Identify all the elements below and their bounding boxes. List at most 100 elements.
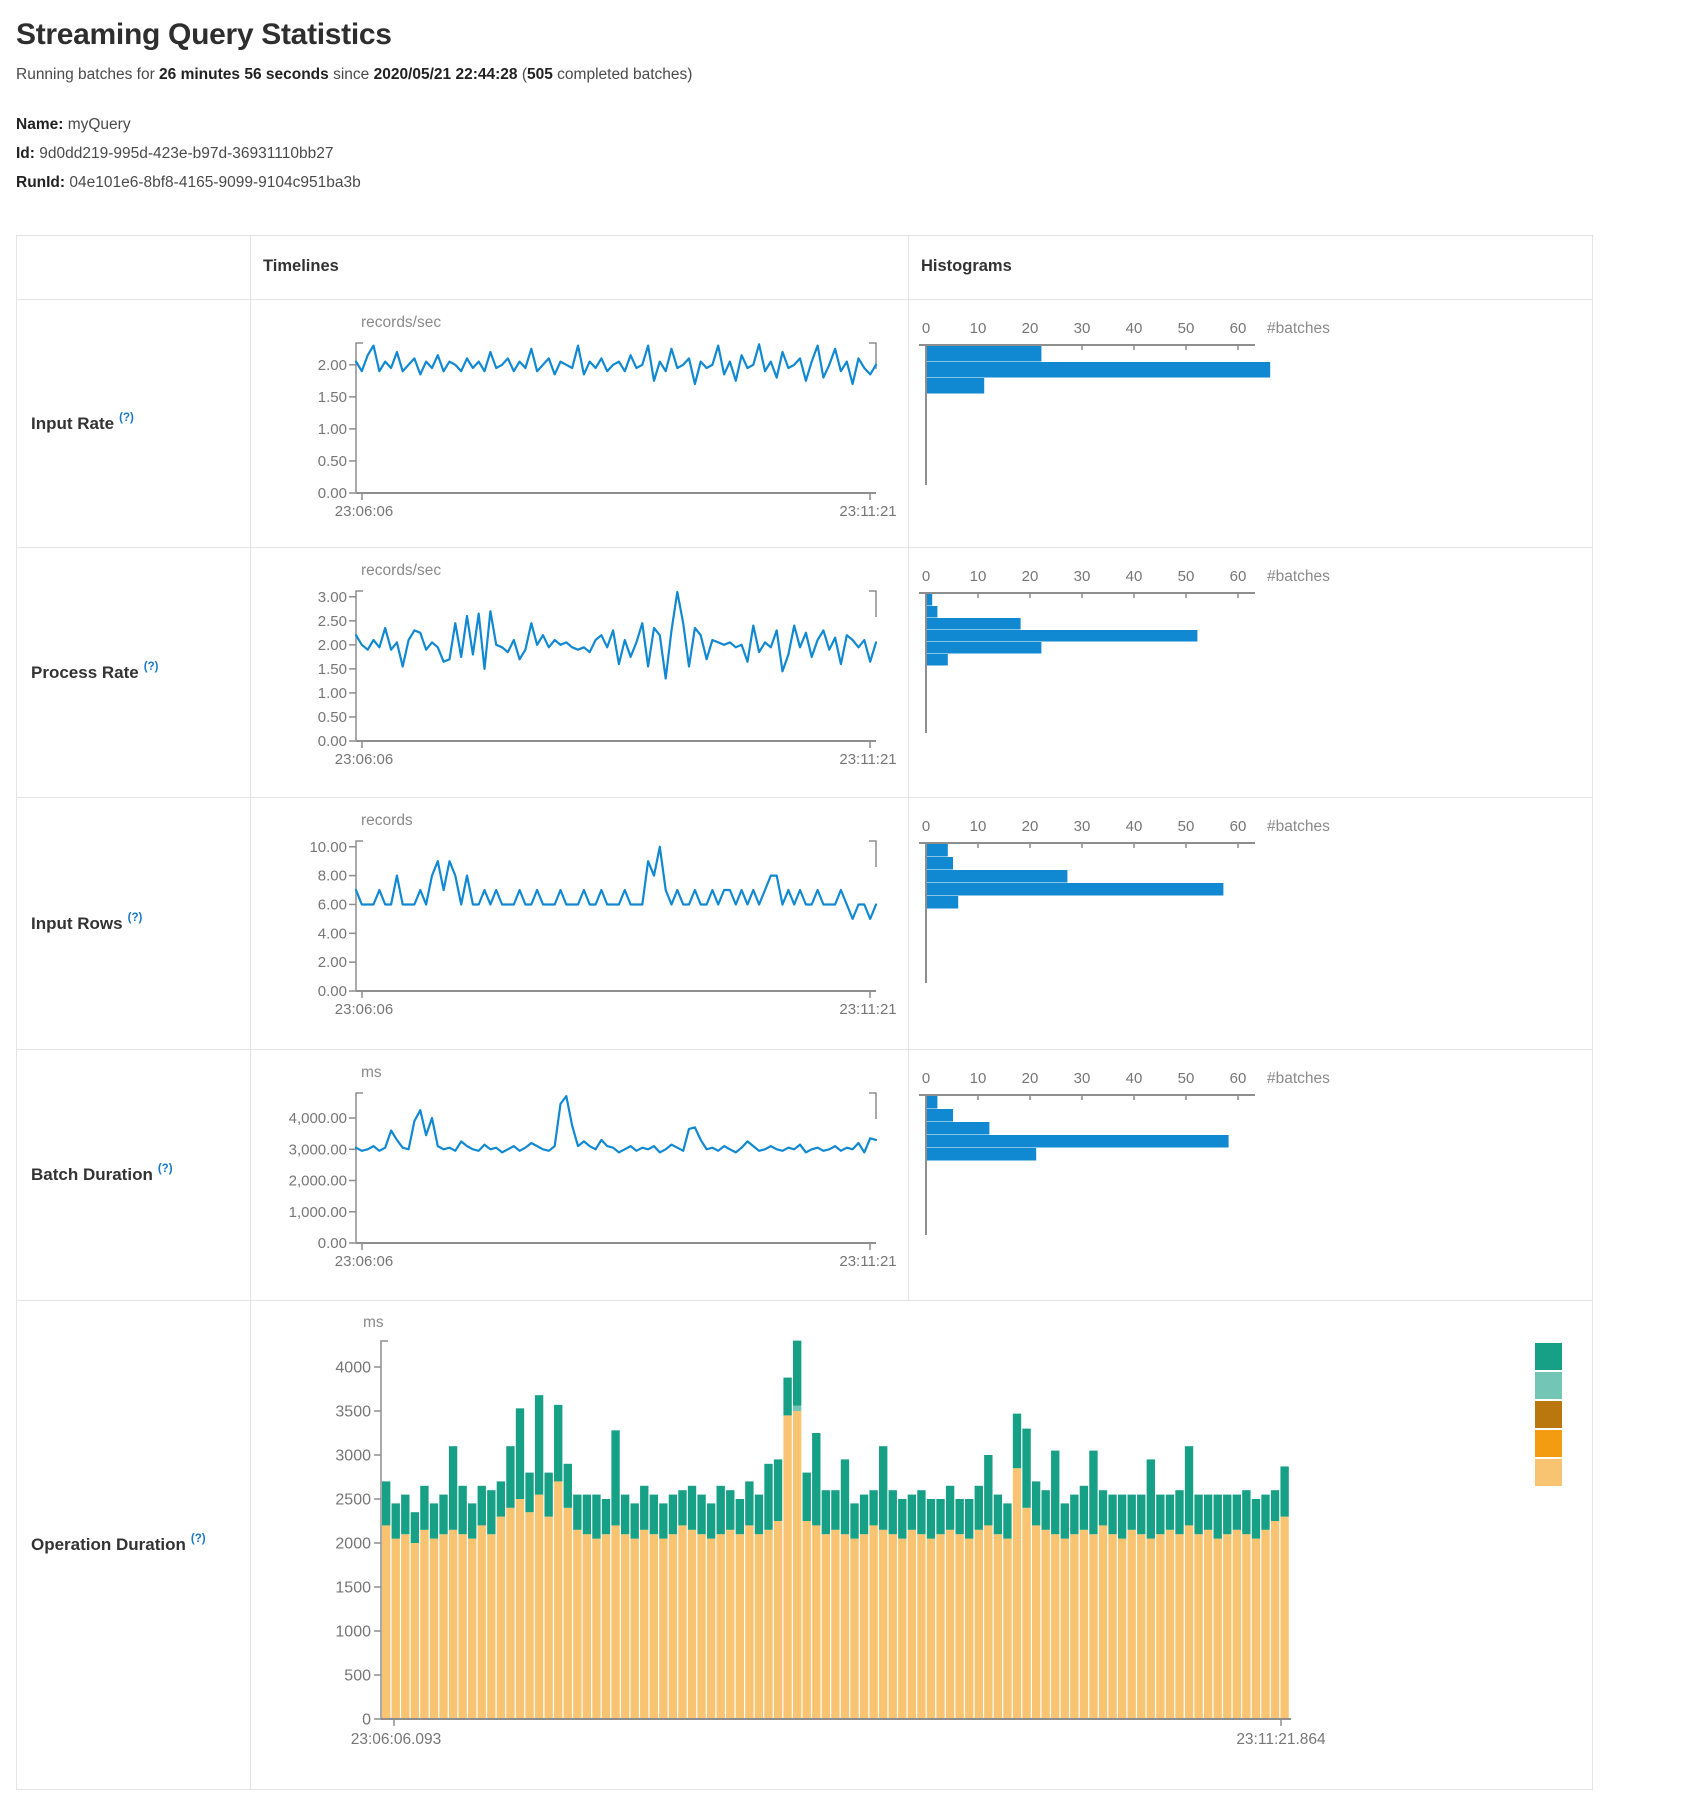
svg-text:#batches: #batches: [1267, 1070, 1330, 1087]
row-label-process-rate: Process Rate (?): [17, 548, 251, 798]
summary-mid: since: [328, 66, 374, 83]
svg-text:20: 20: [1022, 1070, 1039, 1087]
svg-text:1.00: 1.00: [318, 421, 347, 438]
table-row-input-rate: Input Rate (?) records/sec 2.00 1.50 1.00 0.5…: [17, 300, 1594, 548]
svg-text:0.00: 0.00: [318, 485, 347, 502]
svg-text:2500: 2500: [335, 1492, 371, 1509]
svg-text:30: 30: [1074, 320, 1091, 337]
table-header-row: Timelines Histograms: [17, 236, 1594, 300]
svg-text:ms: ms: [363, 1314, 384, 1331]
input-rate-histogram-chart: 0 10 20 30 40 50 60 #batches: [909, 300, 1593, 548]
legend-swatch: [1535, 1459, 1562, 1486]
start-timestamp: 2020/05/21 22:44:28: [373, 66, 518, 83]
svg-text:1000: 1000: [335, 1624, 371, 1641]
row-label-input-rate: Input Rate (?): [17, 300, 251, 548]
completed-batches-count: 505: [526, 66, 553, 83]
running-batches-summary: Running batches for 26 minutes 56 second…: [16, 66, 1677, 84]
runid-value: 04e101e6-8bf8-4165-9099-9104c951ba3b: [69, 174, 361, 191]
page-title: Streaming Query Statistics: [16, 18, 392, 51]
svg-text:23:11:21: 23:11:21: [839, 503, 896, 520]
svg-text:23:11:21: 23:11:21: [839, 751, 896, 768]
svg-text:0.00: 0.00: [318, 1235, 347, 1252]
svg-text:1.50: 1.50: [318, 661, 347, 678]
svg-text:10.00: 10.00: [309, 839, 347, 856]
svg-text:60: 60: [1230, 320, 1247, 337]
svg-text:23:06:06: 23:06:06: [335, 751, 393, 768]
svg-text:10: 10: [970, 568, 987, 585]
help-icon[interactable]: (?): [143, 660, 159, 673]
svg-text:20: 20: [1022, 818, 1039, 835]
help-icon[interactable]: (?): [127, 911, 143, 924]
svg-text:50: 50: [1178, 568, 1195, 585]
legend-swatch: [1535, 1343, 1562, 1370]
svg-text:20: 20: [1022, 320, 1039, 337]
svg-text:2.50: 2.50: [318, 613, 347, 630]
svg-text:2.00: 2.00: [318, 637, 347, 654]
svg-text:60: 60: [1230, 818, 1247, 835]
help-icon[interactable]: (?): [157, 1163, 173, 1175]
query-metadata: Name: myQuery Id: 9d0dd219-995d-423e-b97…: [16, 110, 1677, 197]
query-name-row: Name: myQuery: [16, 110, 1677, 139]
header-empty-cell: [17, 236, 251, 300]
query-runid-row: RunId: 04e101e6-8bf8-4165-9099-9104c951b…: [16, 168, 1677, 197]
svg-text:40: 40: [1126, 818, 1143, 835]
svg-text:1,000.00: 1,000.00: [289, 1204, 347, 1221]
svg-text:10: 10: [970, 1070, 987, 1087]
input-rows-histogram-chart: 0 10 20 30 40 50 60 #batches: [909, 798, 1593, 1050]
svg-text:500: 500: [344, 1668, 371, 1685]
svg-text:ms: ms: [361, 1064, 382, 1081]
help-icon[interactable]: (?): [119, 411, 134, 424]
svg-text:2,000.00: 2,000.00: [289, 1173, 347, 1190]
svg-text:10: 10: [970, 320, 987, 337]
table-row-operation-duration: Operation Duration (?) ms 4000 3500 3000 2500…: [17, 1301, 1594, 1790]
stats-table: Timelines Histograms Input Rate (?) recor…: [16, 235, 1594, 1790]
svg-text:4,000.00: 4,000.00: [289, 1110, 347, 1127]
svg-text:3000: 3000: [335, 1448, 371, 1465]
table-row-input-rows: Input Rows (?) records 10.00 8.00 6.00 4.00 2.…: [17, 798, 1594, 1050]
svg-text:#batches: #batches: [1267, 320, 1330, 337]
svg-text:records/sec: records/sec: [361, 314, 441, 331]
svg-text:8.00: 8.00: [318, 868, 347, 885]
svg-text:4.00: 4.00: [318, 925, 347, 942]
svg-text:2.00: 2.00: [318, 357, 347, 374]
svg-text:50: 50: [1178, 1070, 1195, 1087]
svg-text:#batches: #batches: [1267, 818, 1330, 835]
svg-text:40: 40: [1126, 568, 1143, 585]
svg-text:10: 10: [970, 818, 987, 835]
svg-text:30: 30: [1074, 1070, 1091, 1087]
summary-prefix: Running batches for: [16, 66, 160, 83]
query-id-row: Id: 9d0dd219-995d-423e-b97d-36931110bb27: [16, 139, 1677, 168]
svg-text:1.50: 1.50: [318, 389, 347, 406]
svg-text:0.00: 0.00: [318, 983, 347, 1000]
batch-duration-timeline-chart: ms 4,000.00 3,000.00 2,000.00 1,000.00 0.00 23…: [251, 1050, 909, 1301]
svg-text:2.00: 2.00: [318, 954, 347, 971]
running-duration: 26 minutes 56 seconds: [159, 66, 329, 83]
svg-text:50: 50: [1178, 818, 1195, 835]
svg-text:6.00: 6.00: [318, 896, 347, 913]
table-row-batch-duration: Batch Duration (?) ms 4,000.00 3,000.00 2,00…: [17, 1050, 1594, 1301]
svg-text:60: 60: [1230, 1070, 1247, 1087]
summary-suffix: completed batches): [552, 66, 693, 83]
row-label-input-rows: Input Rows (?): [17, 798, 251, 1050]
svg-text:0: 0: [922, 568, 930, 585]
svg-text:3,000.00: 3,000.00: [289, 1141, 347, 1158]
help-icon[interactable]: (?): [190, 1533, 206, 1545]
svg-text:23:06:06: 23:06:06: [335, 1001, 393, 1018]
svg-text:0: 0: [922, 320, 930, 337]
svg-text:50: 50: [1178, 320, 1195, 337]
table-row-process-rate: Process Rate (?) records/sec 3.00 2.50 2.00 1…: [17, 548, 1594, 798]
svg-text:23:06:06: 23:06:06: [335, 503, 393, 520]
row-label-operation-duration: Operation Duration (?): [17, 1301, 251, 1790]
svg-text:0.50: 0.50: [318, 709, 347, 726]
process-rate-timeline-chart: records/sec 3.00 2.50 2.00 1.50 1.00 0.50 0.00 2…: [251, 548, 909, 798]
row-label-batch-duration: Batch Duration (?): [17, 1050, 251, 1301]
svg-text:records/sec: records/sec: [361, 562, 441, 579]
input-rate-timeline-chart: records/sec 2.00 1.50 1.00 0.50 0.00 23:06:06 2…: [251, 300, 909, 548]
batch-duration-histogram-chart: 0 10 20 30 40 50 60 #batches: [909, 1050, 1593, 1301]
id-value: 9d0dd219-995d-423e-b97d-36931110bb27: [39, 145, 334, 162]
svg-text:2000: 2000: [335, 1536, 371, 1553]
svg-text:1500: 1500: [335, 1580, 371, 1597]
name-value: myQuery: [67, 116, 131, 133]
legend-swatch: [1535, 1430, 1562, 1457]
